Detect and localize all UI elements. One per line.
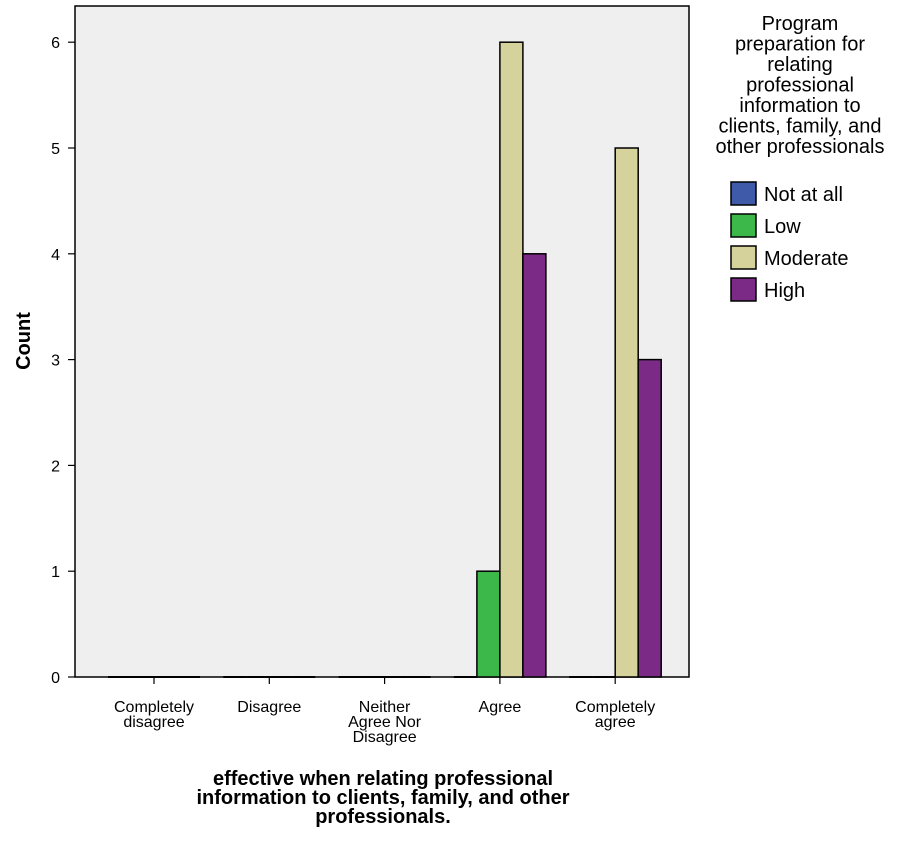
legend-label-moderate: Moderate	[764, 248, 849, 270]
legend-title: Program preparation for relating profession…	[716, 13, 885, 158]
x-tick-label-4: Completely agree	[575, 699, 655, 731]
y-tick-label-6: 6	[51, 35, 60, 52]
legend-swatch-moderate	[730, 245, 757, 270]
legend-label-low: Low	[764, 216, 801, 238]
bar-moderate-3	[499, 41, 524, 678]
legend-label-not-at-all: Not at all	[764, 184, 843, 206]
y-tick-label-4: 4	[51, 247, 60, 264]
y-axis-title: Count	[13, 312, 35, 370]
bar-high-3	[522, 253, 547, 678]
y-tick-label-1: 1	[51, 564, 60, 581]
legend-swatch-high	[730, 277, 757, 302]
legend-swatch-low	[730, 213, 757, 238]
x-axis-title: effective when relating professional info…	[197, 768, 570, 828]
x-axis-title-text: effective when relating professional info…	[197, 768, 570, 828]
bar-high-4	[637, 358, 662, 678]
x-axis: Completely disagree Disagree Neither Agree N…	[114, 677, 655, 746]
bar-low-3	[476, 570, 501, 678]
plot-area	[74, 5, 690, 678]
y-tick-label-2: 2	[51, 458, 60, 475]
x-tick-label-3: Agree	[479, 699, 522, 716]
x-tick-label-2: Neither Agree Nor Disagree	[348, 699, 422, 746]
y-tick-label-5: 5	[51, 141, 60, 158]
y-tick-label-3: 3	[51, 353, 60, 370]
x-tick-label-0: Completely disagree	[114, 699, 194, 731]
bars-group	[108, 41, 662, 678]
legend-label-high: High	[764, 280, 805, 302]
x-tick-label-1: Disagree	[237, 699, 301, 716]
bar-moderate-4	[614, 147, 639, 678]
y-axis: 0 1 2 3 4 5 6	[51, 35, 75, 687]
legend-swatch-not-at-all	[730, 181, 757, 206]
legend: Program preparation for relating profession…	[716, 13, 885, 302]
y-tick-label-0: 0	[51, 670, 60, 687]
